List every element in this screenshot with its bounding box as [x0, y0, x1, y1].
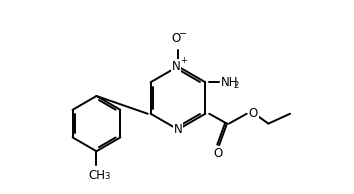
Text: O: O: [249, 107, 258, 120]
Text: N: N: [172, 60, 181, 73]
Text: 3: 3: [104, 172, 110, 181]
Text: O: O: [213, 147, 223, 160]
Text: −: −: [179, 29, 187, 39]
Text: 2: 2: [234, 81, 239, 90]
Text: N: N: [173, 123, 182, 136]
Text: NH: NH: [221, 76, 239, 89]
Text: +: +: [181, 56, 187, 65]
Text: CH: CH: [88, 169, 105, 182]
Text: O: O: [171, 32, 181, 45]
